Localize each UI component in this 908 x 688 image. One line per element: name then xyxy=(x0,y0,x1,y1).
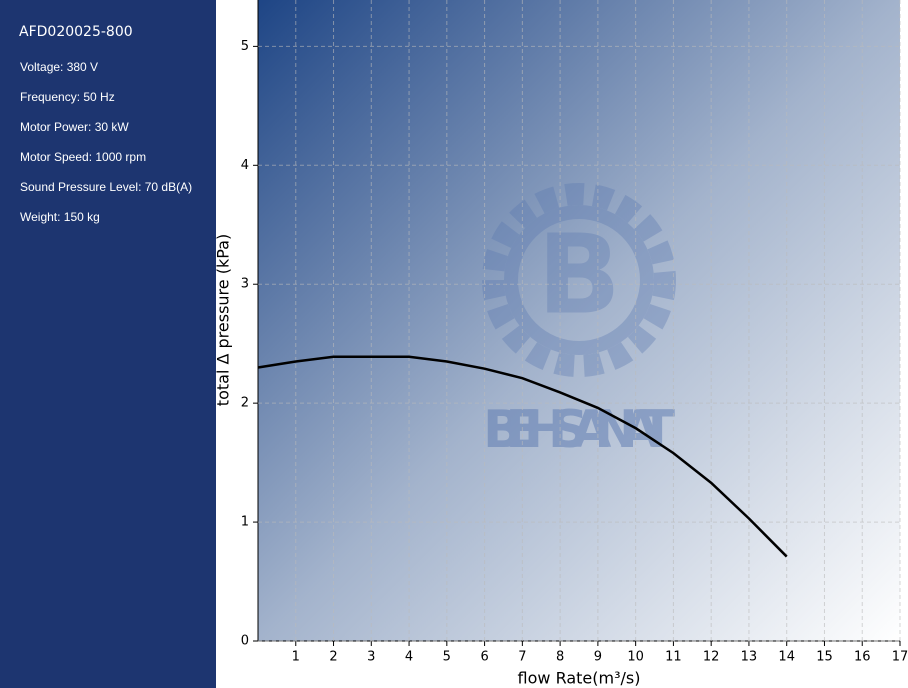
spec: Motor Speed: 1000 rpm xyxy=(20,150,147,164)
x-tick-label: 8 xyxy=(556,650,564,665)
curve xyxy=(257,355,788,558)
x-tick-label: 14 xyxy=(778,650,795,665)
x-tick-label: 1 xyxy=(292,650,300,665)
y-tick-label: 1 xyxy=(241,515,249,530)
spec: Motor Power: 30 kW xyxy=(20,120,129,134)
x-tick-label: 11 xyxy=(665,650,682,665)
y-axis-label: total Δ pressure (kPa) xyxy=(216,234,233,406)
chart: B BEH SANAT flow Rate(m³/s) total Δ pres… xyxy=(216,0,908,688)
spec: Frequency: 50 Hz xyxy=(20,90,115,104)
spec: Voltage: 380 V xyxy=(20,60,99,74)
y-tick-label: 0 xyxy=(241,634,249,649)
x-tick-label: 10 xyxy=(627,650,644,665)
x-tick-label: 15 xyxy=(816,650,833,665)
spec: Weight: 150 kg xyxy=(20,210,100,224)
x-axis-label: flow Rate(m³/s) xyxy=(518,669,641,688)
y-tick-label: 2 xyxy=(241,396,249,411)
x-tick-label: 4 xyxy=(405,650,413,665)
x-tick-label: 7 xyxy=(518,650,526,665)
watermark: BEH SANAT xyxy=(483,400,676,460)
watermark-logo: B xyxy=(482,183,676,377)
sidebar: AFD020025-800 Voltage: 380 V Frequency: 5… xyxy=(0,0,216,688)
product-title: AFD020025-800 xyxy=(19,24,133,40)
y-tick-label: 5 xyxy=(241,39,249,54)
x-tick-label: 2 xyxy=(329,650,337,665)
x-tick-label: 6 xyxy=(480,650,488,665)
y-tick-label: 4 xyxy=(241,158,249,173)
x-tick-label: 12 xyxy=(703,650,720,665)
svg-text:B: B xyxy=(537,210,621,338)
x-tick-label: 17 xyxy=(892,650,908,665)
spec: Sound Pressure Level: 70 dB(A) xyxy=(20,180,193,194)
x-tick-label: 3 xyxy=(367,650,375,665)
x-tick-label: 13 xyxy=(741,650,758,665)
x-tick-label: 5 xyxy=(443,650,451,665)
y-tick-label: 3 xyxy=(241,277,249,292)
plot-background xyxy=(258,0,900,641)
x-tick-label: 16 xyxy=(854,650,871,665)
x-tick-label: 9 xyxy=(594,650,602,665)
